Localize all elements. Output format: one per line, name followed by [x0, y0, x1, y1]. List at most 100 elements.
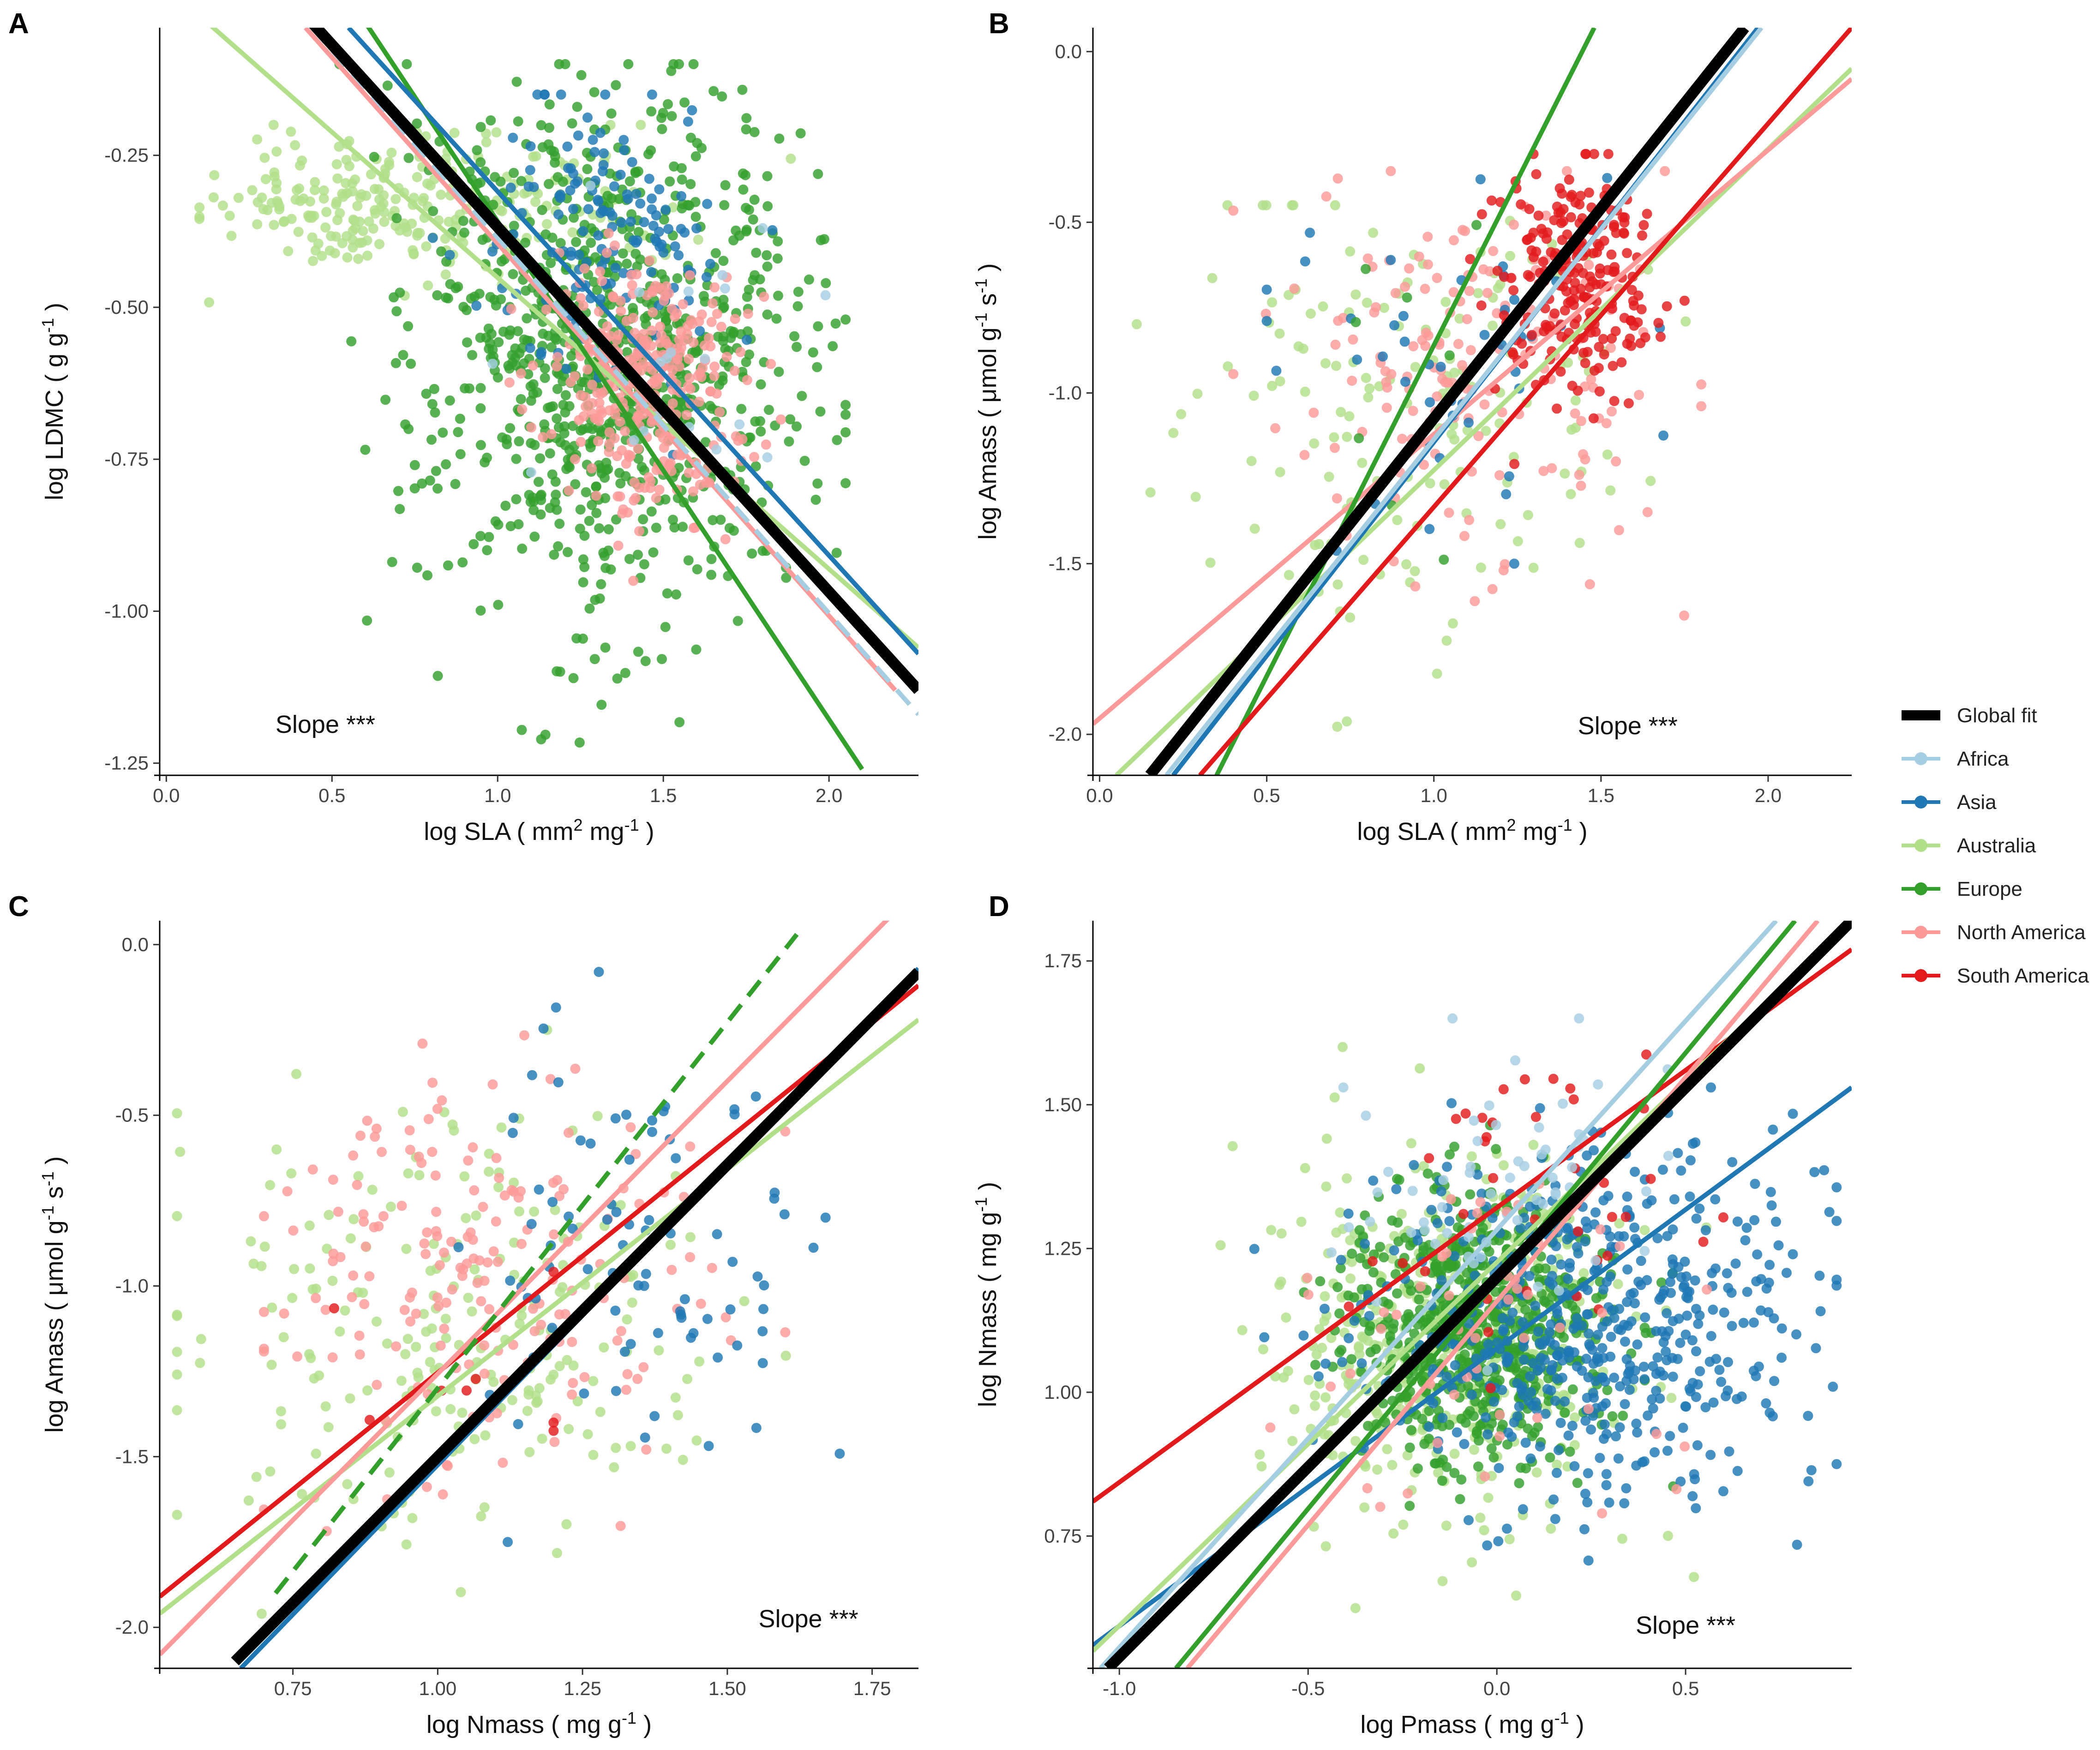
point-australia [1410, 362, 1421, 372]
point-europe [762, 309, 773, 320]
fit-line-south-america [1198, 28, 1852, 775]
point-africa [717, 270, 728, 281]
point-europe [662, 588, 672, 599]
point-australia [194, 202, 205, 213]
point-australia [1215, 1240, 1226, 1251]
point-north-america [1508, 219, 1519, 230]
point-south-america [1527, 330, 1537, 340]
point-north-america [1607, 406, 1617, 417]
point-australia [269, 220, 279, 230]
point-australia [531, 151, 541, 162]
slope-annotation: Slope *** [1636, 1612, 1735, 1639]
point-europe [738, 184, 749, 195]
point-australia [572, 1396, 583, 1407]
point-north-america [628, 313, 638, 323]
point-asia [1582, 1285, 1593, 1295]
point-australia [267, 1302, 277, 1313]
point-europe [436, 246, 446, 257]
point-asia [1756, 1305, 1766, 1316]
point-europe [389, 292, 399, 303]
point-europe [772, 253, 783, 264]
point-australia [348, 225, 358, 236]
point-australia [441, 1333, 451, 1343]
point-europe [505, 423, 516, 433]
point-asia [1498, 1324, 1509, 1334]
point-europe [660, 494, 671, 505]
fit-line-global [1104, 921, 1852, 1668]
point-asia [1597, 1343, 1608, 1354]
point-africa [720, 283, 730, 294]
point-europe [503, 360, 514, 371]
point-asia [1689, 1469, 1699, 1480]
point-australia [467, 1306, 477, 1317]
point-australia [172, 1369, 182, 1380]
point-asia [1658, 1337, 1669, 1348]
point-australia [1345, 612, 1356, 623]
point-australia [480, 1430, 491, 1441]
point-australia [425, 180, 436, 191]
point-asia [641, 1269, 651, 1279]
point-australia [283, 246, 294, 257]
point-australia [1207, 273, 1218, 283]
point-australia [172, 1108, 182, 1119]
point-australia [459, 1171, 470, 1182]
point-asia [1643, 1410, 1653, 1421]
point-australia [384, 1467, 395, 1478]
point-europe [1618, 1410, 1628, 1421]
point-north-america [1578, 449, 1588, 460]
point-australia [1342, 1173, 1352, 1184]
point-africa [1472, 1136, 1483, 1146]
point-north-america [1404, 263, 1415, 274]
point-south-america [1598, 334, 1608, 344]
point-australia [334, 141, 344, 152]
point-north-america [709, 282, 720, 293]
point-asia [671, 1153, 681, 1163]
point-australia [481, 137, 492, 148]
point-asia [1524, 1201, 1535, 1212]
point-europe [403, 321, 414, 331]
point-south-america [1599, 349, 1609, 360]
point-europe [552, 504, 562, 515]
point-south-america [1492, 265, 1503, 276]
point-europe [1543, 1373, 1554, 1384]
point-europe [432, 483, 443, 494]
point-north-america [567, 1336, 577, 1347]
point-australia [386, 1201, 396, 1212]
point-asia [1587, 1344, 1598, 1355]
point-asia [572, 176, 582, 187]
point-asia [1598, 1195, 1609, 1205]
point-europe [472, 145, 482, 156]
point-asia [1657, 1164, 1668, 1175]
point-south-america [548, 1266, 559, 1277]
point-australia [1267, 297, 1278, 308]
point-asia [1597, 1372, 1608, 1383]
point-australia [1344, 411, 1355, 421]
point-australia [1270, 1371, 1281, 1382]
point-asia [1611, 1431, 1621, 1442]
point-south-america [1622, 248, 1632, 258]
point-europe [740, 170, 751, 180]
point-asia [1708, 1397, 1719, 1408]
point-asia [1714, 1365, 1725, 1375]
point-australia [262, 205, 273, 216]
point-north-america [766, 359, 776, 369]
point-europe [1473, 1461, 1483, 1472]
point-north-america [1348, 334, 1358, 345]
point-south-america [1477, 1113, 1488, 1123]
point-north-america [1487, 584, 1498, 594]
point-asia [1741, 1223, 1752, 1233]
point-north-america [1597, 1508, 1608, 1519]
point-australia [311, 1448, 321, 1459]
point-south-america [1698, 1236, 1709, 1247]
point-asia [562, 141, 573, 152]
point-australia [1267, 381, 1278, 391]
point-asia [702, 1314, 713, 1324]
point-australia [1398, 1519, 1409, 1530]
point-south-america [1568, 1094, 1579, 1105]
point-europe [762, 250, 772, 261]
point-south-america [1367, 1256, 1378, 1266]
point-africa [1548, 1172, 1558, 1183]
point-africa [820, 290, 831, 300]
point-north-america [491, 1216, 501, 1227]
point-australia [1296, 1217, 1307, 1227]
